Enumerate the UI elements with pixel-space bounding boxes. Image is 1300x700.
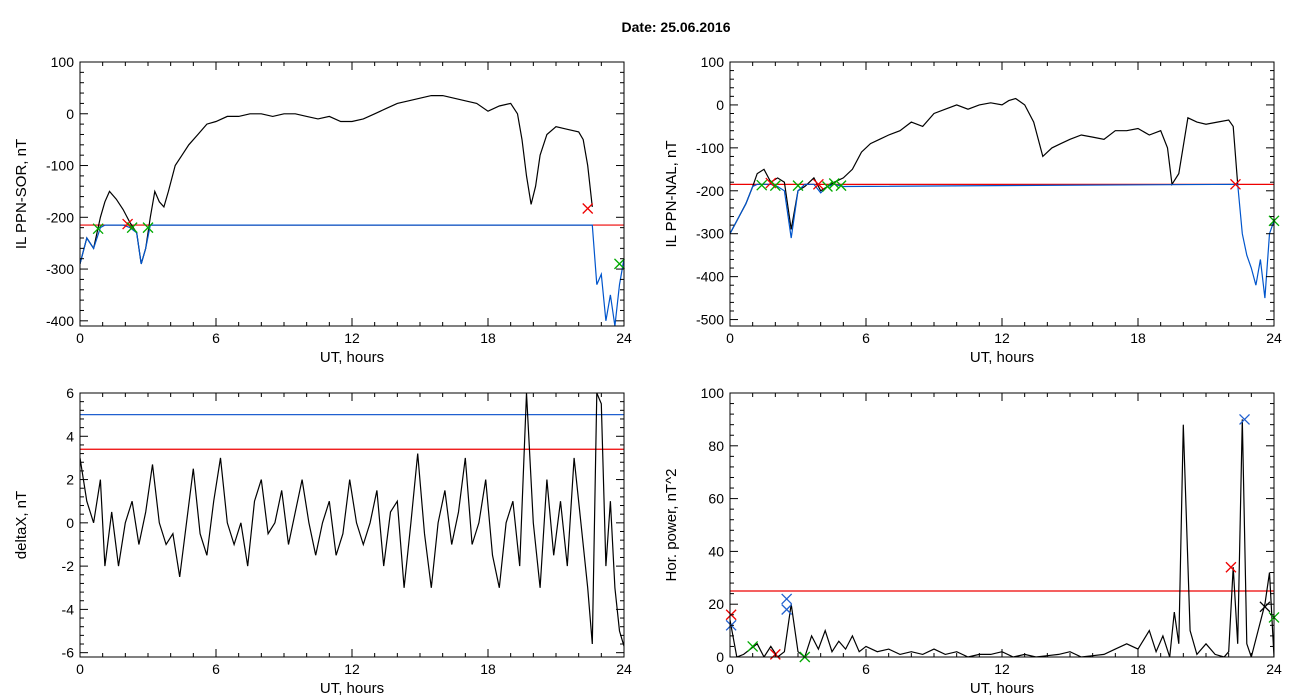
y-tick-label: -200 <box>46 209 74 225</box>
panel-top-left: 0 6 12 18 24 -400 -300 -200 -100 0 100 UT, hours IL … <box>13 54 632 366</box>
y-tick-label: -500 <box>696 312 724 328</box>
axes-frame <box>729 61 1275 327</box>
y-tick-label: -6 <box>62 645 75 661</box>
x-marker <box>835 180 847 192</box>
x-tick-label: 18 <box>480 330 496 346</box>
x-tick-label: 0 <box>76 330 84 346</box>
y-tick-label: -400 <box>46 313 74 329</box>
x-axis-label: UT, hours <box>320 349 384 366</box>
x-marker <box>614 258 625 270</box>
y-tick-label: -4 <box>62 601 75 617</box>
x-marker <box>781 593 793 605</box>
x-marker <box>747 640 759 652</box>
y-tick-label: 80 <box>708 438 724 454</box>
series-line <box>80 94 593 265</box>
x-tick-label: 12 <box>994 661 1010 677</box>
x-tick-label: 18 <box>1130 661 1146 677</box>
x-marker <box>126 222 138 234</box>
y-tick-label: 0 <box>66 106 74 122</box>
x-axis-label: UT, hours <box>970 349 1034 366</box>
x-tick-label: 12 <box>344 330 360 346</box>
y-tick-label: 60 <box>708 491 724 507</box>
y-tick-label: -2 <box>62 558 75 574</box>
x-tick-label: 24 <box>616 330 632 346</box>
x-tick-label: 6 <box>862 330 870 346</box>
x-marker <box>1239 413 1250 425</box>
y-tick-label: 0 <box>716 97 724 113</box>
y-tick-label: -200 <box>696 183 724 199</box>
y-tick-label: 0 <box>66 515 74 531</box>
x-tick-label: 6 <box>212 661 220 677</box>
series-line <box>730 97 1239 234</box>
y-axis-label: IL PPN-SOR, nT <box>13 139 30 249</box>
y-tick-label: -300 <box>696 226 724 242</box>
series-line <box>730 183 1274 299</box>
panel-bottom-right: 0 6 12 18 24 0 20 40 60 80 100 UT, hours Hor. power,… <box>663 385 1282 697</box>
x-tick-label: 18 <box>1130 330 1146 346</box>
y-tick-label: 100 <box>701 54 725 70</box>
x-marker <box>822 181 833 192</box>
y-tick-label: -400 <box>696 269 724 285</box>
series-line <box>80 393 624 647</box>
x-tick-label: 0 <box>726 661 734 677</box>
y-tick-label: 100 <box>51 54 75 70</box>
axes-frame <box>79 392 625 658</box>
y-tick-label: 100 <box>701 385 725 401</box>
x-marker <box>92 223 104 235</box>
series-line <box>730 419 1274 657</box>
x-tick-label: 24 <box>1266 330 1282 346</box>
y-tick-label: 2 <box>66 472 74 488</box>
x-marker <box>828 178 840 189</box>
y-tick-label: 4 <box>66 428 74 444</box>
x-tick-label: 0 <box>726 330 734 346</box>
axes-frame <box>729 392 1275 658</box>
axes-frame <box>79 61 625 327</box>
x-tick-label: 6 <box>862 661 870 677</box>
series-line <box>80 224 624 326</box>
x-tick-label: 12 <box>994 330 1010 346</box>
x-marker <box>792 180 804 192</box>
y-tick-label: 20 <box>708 596 724 612</box>
y-tick-label: 6 <box>66 385 74 401</box>
x-marker <box>1259 601 1271 613</box>
x-marker <box>142 222 154 234</box>
x-marker <box>1225 561 1237 573</box>
x-marker <box>769 180 781 192</box>
y-tick-label: -100 <box>46 158 74 174</box>
y-tick-label: -300 <box>46 261 74 277</box>
x-tick-label: 0 <box>76 661 84 677</box>
y-axis-label: Hor. power, nT^2 <box>663 469 680 582</box>
x-axis-label: UT, hours <box>320 680 384 697</box>
date-title: Date: 25.06.2016 <box>621 19 731 35</box>
x-marker <box>812 178 824 190</box>
x-marker <box>781 604 793 615</box>
y-tick-label: 0 <box>716 649 724 665</box>
y-axis-label: deltaX, nT <box>13 491 30 559</box>
y-tick-label: -100 <box>696 140 724 156</box>
x-axis-label: UT, hours <box>970 680 1034 697</box>
x-marker <box>756 179 768 191</box>
x-marker <box>582 203 594 214</box>
x-tick-label: 6 <box>212 330 220 346</box>
x-tick-label: 24 <box>1266 661 1282 677</box>
y-tick-label: 40 <box>708 543 724 559</box>
x-tick-label: 12 <box>344 661 360 677</box>
panel-top-right: 0 6 12 18 24 -500 -400 -300 -200 -100 0 100 UT, hour… <box>663 54 1282 366</box>
x-marker <box>1230 178 1241 190</box>
x-tick-label: 18 <box>480 661 496 677</box>
x-tick-label: 24 <box>616 661 632 677</box>
y-axis-label: IL PPN-NAL, nT <box>663 141 680 248</box>
